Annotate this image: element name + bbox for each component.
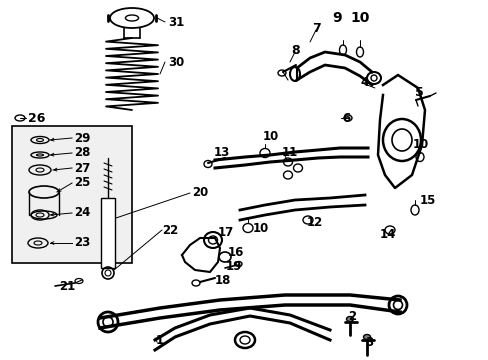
Text: 10: 10 — [252, 221, 269, 234]
Text: 13: 13 — [214, 147, 230, 159]
Text: 2: 2 — [347, 310, 355, 323]
Text: 25: 25 — [74, 176, 90, 189]
Text: 8: 8 — [290, 44, 299, 57]
Text: 18: 18 — [215, 274, 231, 287]
Text: 20: 20 — [192, 186, 208, 199]
Text: 23: 23 — [74, 237, 90, 249]
Text: 9: 9 — [331, 11, 341, 25]
Text: 19: 19 — [225, 261, 242, 274]
Text: 15: 15 — [419, 194, 435, 207]
Text: 21: 21 — [59, 279, 75, 292]
Text: 4: 4 — [359, 77, 368, 90]
Text: 22: 22 — [162, 224, 178, 237]
Text: 1: 1 — [156, 334, 164, 347]
Text: 29: 29 — [74, 131, 90, 144]
Text: 30: 30 — [168, 55, 184, 68]
Text: 11: 11 — [282, 145, 298, 158]
Text: 7: 7 — [311, 22, 320, 35]
Bar — [12, 126, 132, 263]
Text: 26: 26 — [28, 112, 45, 125]
Text: 6: 6 — [341, 112, 349, 125]
Text: 14: 14 — [379, 229, 396, 242]
Text: 12: 12 — [306, 216, 323, 229]
Text: 5: 5 — [414, 85, 423, 99]
Text: 10: 10 — [412, 139, 428, 152]
Text: 31: 31 — [168, 15, 184, 28]
Ellipse shape — [346, 316, 353, 321]
Text: 10: 10 — [349, 11, 368, 25]
Text: 27: 27 — [74, 162, 90, 175]
Text: 17: 17 — [218, 226, 234, 239]
Text: 28: 28 — [74, 147, 90, 159]
Ellipse shape — [363, 334, 370, 339]
Text: 3: 3 — [364, 337, 372, 350]
Text: 24: 24 — [74, 207, 90, 220]
Text: 10: 10 — [263, 130, 279, 143]
Text: 16: 16 — [227, 246, 244, 258]
Bar — [101, 198, 115, 268]
